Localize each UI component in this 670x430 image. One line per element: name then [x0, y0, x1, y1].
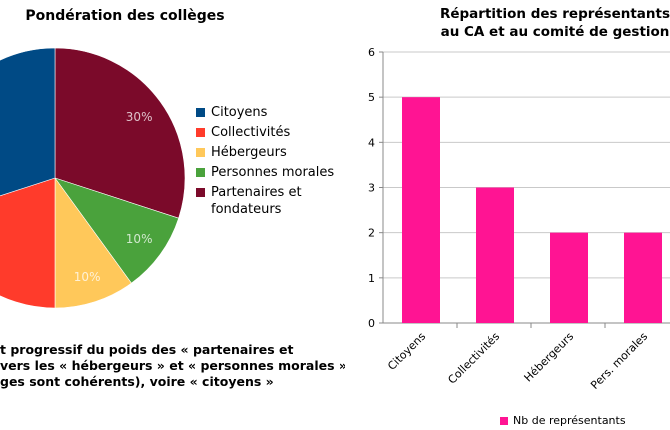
- caption-line: vers les « hébergeurs » et « personnes m…: [0, 358, 345, 373]
- caption-line: ges sont cohérents), voire « citoyens »: [0, 374, 274, 389]
- bar: [476, 187, 514, 323]
- x-tick-label: Collectivités: [445, 330, 502, 387]
- legend-item-citoyens: Citoyens: [196, 104, 345, 121]
- y-tick-label: 6: [368, 46, 375, 59]
- legend-label: Citoyens: [211, 105, 268, 120]
- legend-label: Partenaires et fondateurs: [211, 185, 302, 217]
- legend-item-partenaires: Partenaires et fondateurs: [196, 184, 345, 218]
- bar-chart: 0 1 2 3 4 5 6 Citoyens Collectivités Hébergeurs Pe…: [368, 46, 670, 392]
- legend-item-personnes-morales: Personnes morales: [196, 164, 345, 181]
- bar: [624, 232, 662, 323]
- legend-swatch: [196, 108, 205, 117]
- legend-swatch: [196, 168, 205, 177]
- legend-swatch: [196, 148, 205, 157]
- bar-legend: Nb de représentants: [500, 414, 626, 427]
- caption-line: t progressif du poids des « partenaires …: [0, 342, 294, 357]
- bar-panel: Répartition des représentants au CA et a…: [345, 0, 670, 430]
- x-tick-label: Hébergeurs: [522, 330, 577, 385]
- pie-chart-title: Pondération des collèges: [25, 8, 225, 24]
- legend-item-hebergeurs: Hébergeurs: [196, 144, 345, 161]
- bar: [550, 232, 588, 323]
- x-tick-label: Citoyens: [385, 330, 428, 373]
- pie-slice-label: 10%: [74, 270, 101, 284]
- legend-item-collectivites: Collectivités: [196, 124, 345, 141]
- y-tick-label: 1: [368, 272, 375, 285]
- bar-legend-swatch: [500, 416, 508, 425]
- pie-slice: [54, 177, 180, 284]
- pie-slice: [0, 177, 56, 309]
- legend-label: Personnes morales: [211, 165, 335, 180]
- legend-swatch: [196, 128, 205, 137]
- bar-title-line: au CA et au comité de gestion: [440, 24, 670, 40]
- pie-legend: Citoyens Collectivités Hébergeurs Person…: [196, 104, 345, 221]
- pie-slice: [54, 47, 186, 219]
- pie-caption: t progressif du poids des « partenaires …: [0, 342, 345, 390]
- pie-slice-label: 30%: [126, 110, 153, 124]
- legend-label: Collectivités: [211, 125, 291, 140]
- pie-slice: [54, 177, 132, 309]
- bar-legend-label: Nb de représentants: [513, 414, 626, 427]
- x-tick-label: Pers. morales: [588, 330, 650, 392]
- y-tick-label: 3: [368, 182, 375, 195]
- y-tick-label: 4: [368, 136, 375, 149]
- pie-slice-label: 10%: [126, 232, 153, 246]
- legend-swatch: [196, 188, 205, 197]
- legend-label: Hébergeurs: [211, 145, 287, 160]
- y-tick-label: 2: [368, 227, 375, 240]
- bar: [402, 97, 440, 324]
- bar-chart-title: Répartition des représentants au CA et a…: [395, 5, 670, 41]
- pie-chart: 30% 10% 10%: [0, 47, 186, 309]
- y-tick-label: 0: [368, 317, 375, 330]
- pie-panel: Pondération des collèges 30% 10% 10% Citoy…: [0, 8, 345, 390]
- y-tick-label: 5: [368, 91, 375, 104]
- bar-title-line: Répartition des représentants: [439, 6, 670, 22]
- pie-slice: [0, 47, 56, 197]
